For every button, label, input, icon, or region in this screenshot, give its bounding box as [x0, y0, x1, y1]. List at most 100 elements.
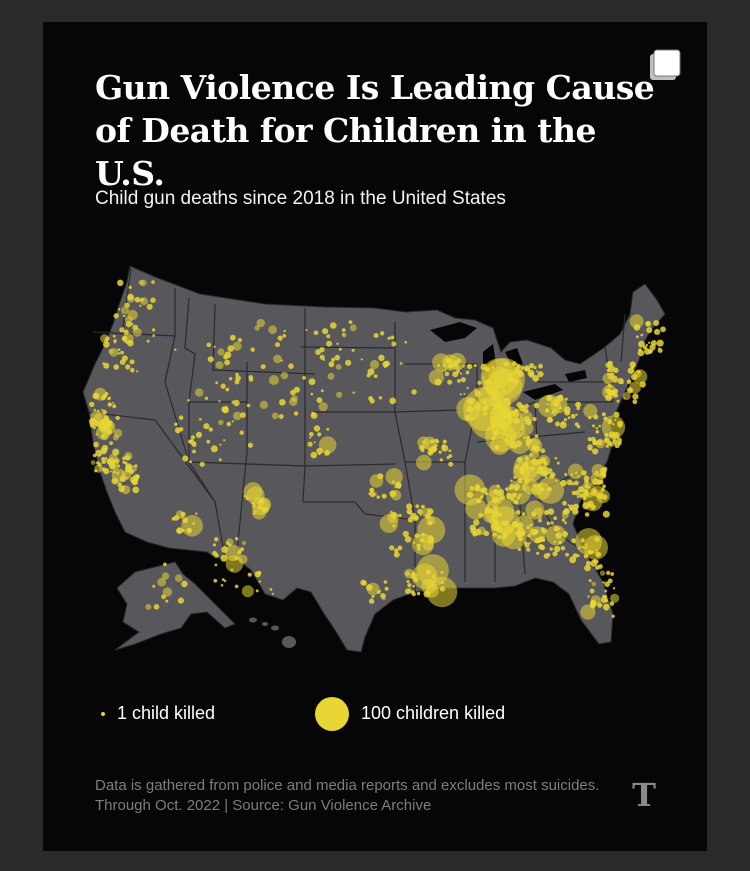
death-dot — [377, 590, 381, 594]
death-dot — [219, 443, 222, 446]
death-dot — [123, 333, 134, 344]
death-dot — [444, 371, 450, 377]
death-dot — [649, 344, 656, 351]
death-dot — [508, 432, 531, 455]
death-dot — [213, 345, 216, 348]
death-dot — [592, 448, 599, 455]
death-dot — [204, 396, 209, 400]
death-dot — [602, 373, 614, 384]
death-dot — [512, 410, 520, 418]
death-dot — [130, 367, 135, 373]
death-dot — [234, 584, 239, 589]
death-dot — [607, 360, 613, 367]
death-dot — [466, 386, 469, 390]
death-dot — [540, 545, 546, 551]
death-dot — [336, 391, 343, 398]
death-dot — [268, 325, 277, 335]
death-dot — [230, 568, 234, 572]
death-dot — [283, 329, 286, 333]
death-dot — [125, 364, 131, 370]
death-dot — [195, 388, 204, 397]
death-dot — [648, 341, 651, 344]
death-dot — [536, 458, 543, 465]
death-dot — [575, 413, 578, 416]
death-dot — [603, 603, 610, 611]
death-dot — [473, 527, 477, 530]
death-dot — [243, 482, 263, 501]
death-dot — [88, 418, 96, 425]
death-dot — [612, 423, 615, 426]
death-dot — [514, 515, 534, 534]
death-dot — [427, 520, 433, 526]
death-dot — [157, 577, 167, 587]
death-dot — [132, 327, 142, 337]
death-dot — [491, 365, 495, 369]
death-dot — [226, 421, 232, 427]
death-dot — [473, 388, 479, 393]
death-dot — [474, 528, 482, 536]
death-dot — [564, 409, 571, 416]
death-dot — [368, 598, 375, 604]
death-dot — [541, 471, 547, 477]
death-dot — [218, 419, 224, 426]
death-dot — [610, 385, 613, 388]
death-dot — [319, 354, 325, 360]
death-dot — [592, 424, 595, 428]
death-dot — [584, 564, 591, 572]
death-dot — [447, 379, 453, 385]
death-dot — [528, 541, 531, 544]
death-dot — [520, 366, 525, 370]
death-dot — [116, 471, 120, 475]
death-dot — [174, 348, 177, 351]
death-dot — [629, 361, 636, 368]
death-dot — [103, 468, 110, 475]
death-dot — [613, 393, 619, 398]
death-dot — [366, 373, 371, 378]
death-dot — [320, 389, 324, 393]
death-dot — [93, 408, 96, 412]
death-dot — [543, 461, 548, 466]
death-dot — [534, 462, 537, 465]
death-dot — [394, 486, 397, 489]
share-icon[interactable] — [649, 48, 683, 82]
death-dot — [153, 604, 160, 610]
death-dot — [152, 334, 156, 337]
death-dot — [596, 549, 598, 552]
death-dot — [268, 375, 279, 386]
death-dot — [526, 525, 531, 530]
hawaii-shape — [249, 617, 296, 648]
death-dot — [534, 529, 539, 534]
death-dot — [106, 420, 113, 427]
death-dot — [271, 412, 279, 420]
death-dot — [612, 431, 620, 439]
death-dot — [483, 530, 490, 537]
death-dot — [290, 389, 296, 396]
death-dot — [269, 588, 273, 591]
death-dot — [586, 560, 591, 566]
legend-small-label: 1 child killed — [117, 703, 216, 723]
death-dot — [560, 479, 567, 487]
death-dot — [626, 387, 634, 394]
death-dot — [597, 602, 603, 608]
death-dot — [511, 361, 517, 367]
death-dot — [609, 601, 615, 606]
death-dot — [89, 401, 95, 408]
death-dot — [221, 546, 229, 553]
death-dot — [174, 574, 183, 582]
death-dot — [411, 563, 438, 589]
death-dot — [417, 508, 423, 515]
death-dot — [313, 425, 321, 432]
death-dot — [636, 335, 639, 339]
death-dot — [451, 360, 459, 368]
death-dot — [308, 378, 316, 385]
death-dot — [596, 489, 610, 504]
death-dot — [522, 512, 526, 516]
graphic-card: Gun Violence Is Leading Cause of Death f… — [43, 22, 707, 851]
death-dot — [408, 588, 412, 591]
death-dot — [516, 402, 523, 408]
death-dot — [231, 420, 234, 423]
death-dot — [385, 468, 403, 486]
death-dot — [351, 348, 355, 352]
death-dot — [564, 521, 567, 525]
death-dot — [397, 545, 403, 551]
